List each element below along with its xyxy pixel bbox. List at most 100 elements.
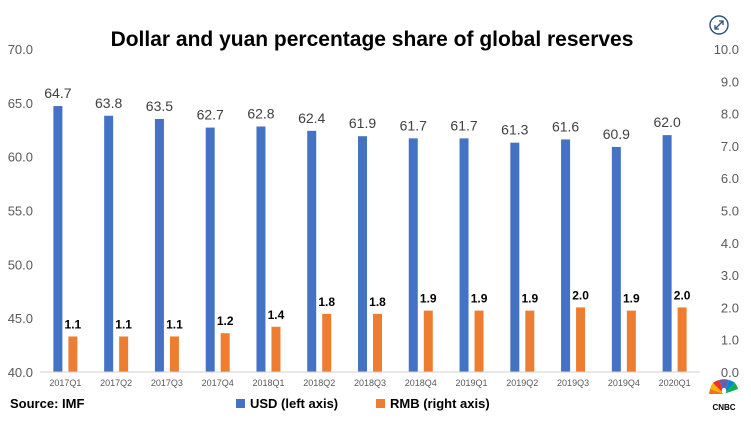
category-label: 2019Q3: [557, 378, 589, 388]
bar-rmb: [423, 310, 433, 372]
left-tick-label: 45.0: [8, 311, 33, 326]
data-labels: 64.7 1.1 63.8 1.1 63.5 1.1 62.7 1.2 62.8 1.4 62.4 1…: [44, 85, 691, 331]
right-tick-label: 2.0: [721, 300, 739, 315]
legend-label-rmb: RMB (right axis): [390, 396, 490, 411]
data-label-usd: 61.7: [450, 117, 477, 133]
legend-swatch-usd: [236, 399, 245, 408]
category-label: 2018Q4: [405, 378, 437, 388]
category-label: 2017Q3: [151, 378, 183, 388]
bar-usd: [561, 139, 571, 372]
data-label-usd: 60.9: [603, 126, 630, 142]
category-label: 2018Q3: [354, 378, 386, 388]
right-tick-label: 6.0: [721, 171, 739, 186]
data-label-rmb: 1.9: [471, 292, 488, 306]
bar-rmb: [474, 310, 484, 372]
bar-usd: [408, 138, 418, 372]
bar-rmb: [322, 313, 332, 372]
data-label-rmb: 1.1: [166, 317, 183, 331]
data-label-rmb: 1.4: [268, 308, 285, 322]
data-label-usd: 63.5: [146, 98, 173, 114]
left-axis: 70.0 65.0 60.0 55.0 50.0 45.0 40.0: [8, 42, 33, 380]
cnbc-logo: CNBC: [709, 379, 738, 412]
left-tick-label: 70.0: [8, 42, 33, 57]
bar-usd: [307, 130, 317, 372]
data-label-usd: 62.0: [653, 114, 680, 130]
data-label-usd: 62.4: [298, 110, 325, 126]
bar-rmb: [373, 313, 382, 372]
category-label: 2020Q1: [659, 378, 691, 388]
right-tick-label: 4.0: [721, 236, 739, 251]
data-label-usd: 62.8: [247, 106, 274, 122]
bar-series: [53, 106, 687, 373]
legend: USD (left axis) RMB (right axis): [236, 396, 490, 411]
left-tick-label: 40.0: [8, 365, 33, 380]
category-label: 2019Q4: [608, 378, 640, 388]
chart-title: Dollar and yuan percentage share of glob…: [111, 28, 634, 51]
data-label-rmb: 1.1: [115, 317, 132, 331]
data-label-rmb: 2.0: [572, 288, 589, 302]
legend-label-usd: USD (left axis): [250, 396, 338, 411]
category-label: 2018Q2: [303, 378, 335, 388]
bar-rmb: [271, 326, 281, 372]
right-tick-label: 3.0: [721, 268, 739, 283]
data-label-usd: 61.7: [400, 117, 427, 133]
left-tick-label: 50.0: [8, 257, 33, 272]
data-label-rmb: 1.8: [318, 295, 335, 309]
bar-rmb: [576, 307, 586, 372]
data-label-rmb: 1.9: [623, 292, 640, 306]
data-label-usd: 61.9: [349, 115, 376, 131]
data-label-usd: 61.3: [501, 122, 528, 138]
data-label-rmb: 1.9: [420, 292, 437, 306]
data-label-usd: 64.7: [44, 85, 71, 101]
bar-usd: [256, 126, 266, 373]
data-label-usd: 63.8: [95, 95, 122, 111]
category-label: 2018Q1: [252, 378, 284, 388]
cnbc-wordmark: CNBC: [712, 403, 735, 412]
right-axis: 10.0 9.0 8.0 7.0 6.0 5.0 4.0 3.0 2.0 1.0 0.0: [714, 42, 739, 380]
right-tick-label: 9.0: [721, 74, 739, 89]
bar-rmb: [119, 336, 129, 372]
category-label: 2017Q1: [49, 378, 81, 388]
data-label-rmb: 1.9: [521, 292, 538, 306]
right-tick-label: 8.0: [721, 107, 739, 122]
category-label: 2017Q4: [202, 378, 234, 388]
expand-icon[interactable]: [709, 15, 729, 35]
data-label-rmb: 1.8: [369, 295, 386, 309]
bar-rmb: [68, 336, 78, 372]
data-label-rmb: 2.0: [674, 288, 691, 302]
bar-usd: [358, 136, 367, 372]
bar-rmb: [525, 310, 535, 372]
bar-usd: [510, 142, 520, 372]
category-axis: 2017Q1 2017Q2 2017Q3 2017Q4 2018Q1 2018Q2 2018…: [49, 378, 690, 388]
bar-usd: [611, 146, 621, 372]
bar-usd: [53, 106, 63, 373]
bar-usd: [662, 135, 672, 372]
bar-rmb: [677, 307, 687, 372]
source-note: Source: IMF: [10, 396, 84, 411]
left-tick-label: 65.0: [8, 96, 33, 111]
bar-usd: [205, 127, 215, 372]
legend-swatch-rmb: [376, 399, 385, 408]
category-label: 2019Q2: [506, 378, 538, 388]
right-tick-label: 7.0: [721, 139, 739, 154]
bar-rmb: [626, 310, 636, 372]
bar-usd: [104, 115, 114, 373]
right-tick-label: 0.0: [721, 365, 739, 380]
left-tick-label: 60.0: [8, 150, 33, 165]
data-label-rmb: 1.2: [217, 314, 234, 328]
bar-usd: [459, 138, 469, 372]
category-label: 2017Q2: [100, 378, 132, 388]
right-tick-label: 5.0: [721, 204, 739, 219]
data-label-rmb: 1.1: [65, 317, 82, 331]
bar-rmb: [220, 333, 230, 372]
left-tick-label: 55.0: [8, 204, 33, 219]
bar-usd: [154, 118, 164, 372]
bar-rmb: [169, 336, 179, 372]
right-tick-label: 1.0: [721, 333, 739, 348]
data-label-usd: 62.7: [197, 107, 224, 123]
data-label-usd: 61.6: [552, 118, 579, 134]
category-label: 2019Q1: [456, 378, 488, 388]
right-tick-label: 10.0: [714, 42, 739, 57]
